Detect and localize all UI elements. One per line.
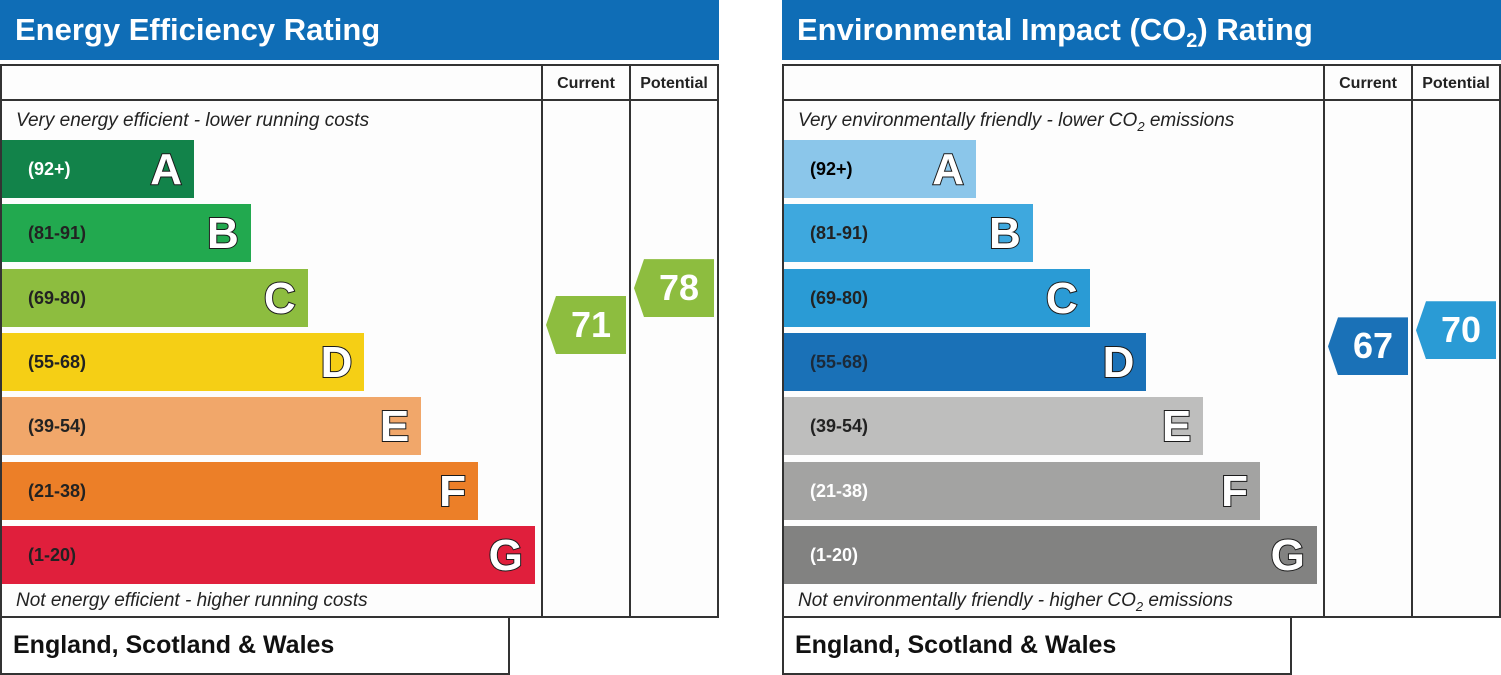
- current-rating-marker: 67: [1328, 317, 1408, 376]
- column-divider: [541, 66, 543, 616]
- column-divider: [1323, 66, 1325, 616]
- band-range-label: (39-54): [28, 416, 87, 437]
- band-range-label: (92+): [28, 159, 71, 179]
- band-b: (81-91) B: [2, 204, 251, 263]
- region-footer: England, Scotland & Wales: [0, 618, 510, 675]
- band-f: (21-38) F: [784, 461, 1260, 520]
- band-letter: C: [263, 273, 297, 324]
- region-footer: England, Scotland & Wales: [782, 618, 1292, 675]
- band-letter: B: [206, 208, 240, 259]
- band-letter: B: [988, 208, 1022, 259]
- band-range-label: (81-91): [28, 223, 87, 244]
- band-range-label: (92+): [810, 159, 853, 179]
- current-column-header: Current: [1339, 75, 1397, 92]
- band-letter: F: [438, 466, 467, 517]
- header-divider: [2, 99, 717, 101]
- band-range-label: (39-54): [810, 416, 869, 437]
- band-letter: D: [1102, 337, 1136, 388]
- top-note: Very energy efficient - lower running co…: [16, 110, 370, 131]
- current-rating-marker: 71: [546, 295, 626, 354]
- energy-efficiency-frame: Current Potential Very energy efficient …: [0, 64, 719, 618]
- top-note: Very environmentally friendly - lower CO…: [798, 110, 1235, 134]
- band-b: (81-91) B: [784, 204, 1033, 263]
- environmental-impact-title: Environmental Impact (CO2) Rating: [782, 0, 1501, 60]
- region-label: England, Scotland & Wales: [13, 631, 335, 659]
- band-range-label: (1-20): [28, 544, 77, 565]
- band-letter: G: [1270, 530, 1306, 581]
- header-divider: [784, 99, 1499, 101]
- energy-efficiency-title: Energy Efficiency Rating: [0, 0, 719, 60]
- band-range-label: (1-20): [810, 544, 859, 565]
- band-d: (55-68) D: [2, 332, 365, 391]
- band-g: (1-20) G: [2, 525, 535, 584]
- band-e: (39-54) E: [784, 397, 1204, 456]
- environmental-impact-frame: Current Potential Very environmentally f…: [782, 64, 1501, 618]
- energy-efficiency-panel: Energy Efficiency Rating Current Potenti…: [0, 0, 719, 675]
- region-label: England, Scotland & Wales: [795, 631, 1117, 659]
- potential-column-header: Potential: [1422, 75, 1490, 92]
- band-letter: D: [320, 337, 354, 388]
- band-letter: A: [149, 144, 183, 195]
- environmental-impact-panel: Environmental Impact (CO2) Rating Curren…: [782, 0, 1501, 675]
- column-divider: [1411, 66, 1413, 616]
- band-a: (92+) A: [2, 140, 194, 198]
- band-letter: G: [488, 530, 524, 581]
- band-range-label: (55-68): [810, 351, 869, 372]
- potential-rating-marker: 78: [634, 259, 714, 318]
- potential-rating-marker: 70: [1416, 301, 1496, 360]
- current-column-header: Current: [557, 75, 615, 92]
- band-c: (69-80) C: [2, 268, 308, 327]
- band-range-label: (55-68): [28, 351, 87, 372]
- band-letter: E: [379, 401, 410, 452]
- band-c: (69-80) C: [784, 268, 1090, 327]
- band-letter: F: [1220, 466, 1249, 517]
- band-letter: E: [1161, 401, 1192, 452]
- column-divider: [629, 66, 631, 616]
- band-range-label: (69-80): [810, 287, 869, 308]
- band-range-label: (21-38): [810, 480, 869, 501]
- band-d: (55-68) D: [784, 332, 1147, 391]
- band-g: (1-20) G: [784, 525, 1317, 584]
- band-letter: C: [1045, 273, 1079, 324]
- band-range-label: (81-91): [810, 223, 869, 244]
- potential-column-header: Potential: [640, 75, 708, 92]
- band-e: (39-54) E: [2, 397, 422, 456]
- band-range-label: (69-80): [28, 287, 87, 308]
- band-f: (21-38) F: [2, 461, 478, 520]
- bottom-note: Not energy efficient - higher running co…: [16, 590, 368, 611]
- band-a: (92+) A: [784, 140, 976, 198]
- band-letter: A: [931, 144, 965, 195]
- bottom-note: Not environmentally friendly - higher CO…: [798, 590, 1233, 614]
- band-range-label: (21-38): [28, 480, 87, 501]
